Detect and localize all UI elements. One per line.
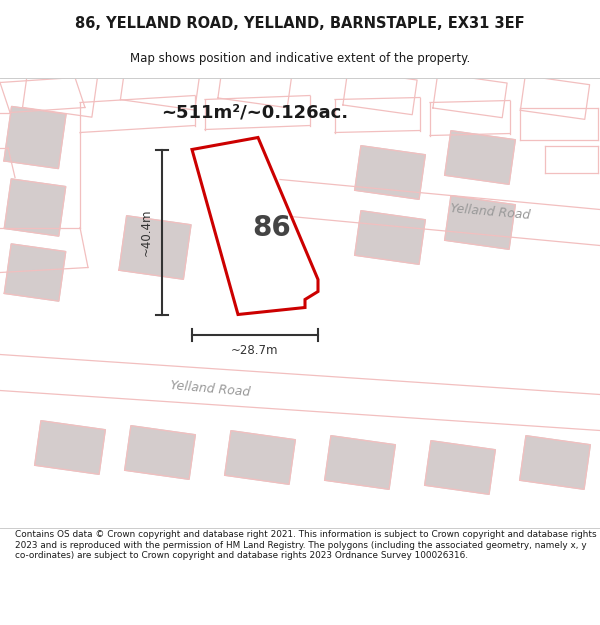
Polygon shape (520, 436, 590, 489)
Polygon shape (425, 441, 496, 494)
Polygon shape (355, 211, 425, 264)
Polygon shape (35, 421, 106, 474)
Polygon shape (4, 106, 66, 169)
Text: ~40.4m: ~40.4m (139, 208, 152, 256)
Polygon shape (4, 244, 66, 301)
Polygon shape (445, 131, 515, 184)
Text: Yelland Road: Yelland Road (170, 379, 250, 399)
Polygon shape (445, 196, 515, 249)
Polygon shape (4, 179, 66, 236)
Text: Yelland Road: Yelland Road (449, 202, 530, 222)
Text: Contains OS data © Crown copyright and database right 2021. This information is : Contains OS data © Crown copyright and d… (15, 531, 596, 560)
Text: 86: 86 (253, 214, 292, 241)
Text: 86, YELLAND ROAD, YELLAND, BARNSTAPLE, EX31 3EF: 86, YELLAND ROAD, YELLAND, BARNSTAPLE, E… (75, 16, 525, 31)
Polygon shape (192, 138, 318, 314)
Text: Map shows position and indicative extent of the property.: Map shows position and indicative extent… (130, 52, 470, 64)
Polygon shape (224, 431, 295, 484)
Text: ~511m²/~0.126ac.: ~511m²/~0.126ac. (161, 104, 349, 121)
Polygon shape (325, 436, 395, 489)
Polygon shape (119, 216, 191, 279)
Text: ~28.7m: ~28.7m (231, 344, 279, 357)
Polygon shape (125, 426, 196, 479)
Polygon shape (355, 146, 425, 199)
